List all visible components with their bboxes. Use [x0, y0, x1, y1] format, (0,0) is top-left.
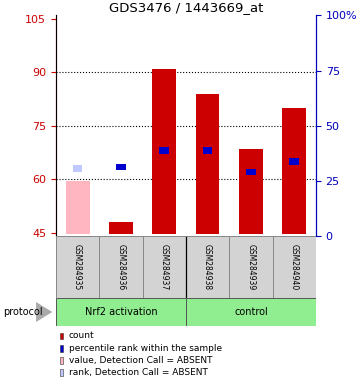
Bar [239, 149, 263, 234]
Bar [99, 236, 143, 298]
Text: count: count [69, 331, 94, 341]
Polygon shape [36, 302, 52, 322]
Bar [290, 158, 299, 165]
Text: value, Detection Call = ABSENT: value, Detection Call = ABSENT [69, 356, 212, 365]
Bar [160, 147, 169, 154]
Bar [273, 236, 316, 298]
Bar [196, 94, 219, 234]
Bar [186, 298, 316, 326]
Bar [56, 236, 99, 298]
Text: GSM284936: GSM284936 [117, 244, 125, 290]
Text: percentile rank within the sample: percentile rank within the sample [69, 344, 222, 353]
Title: GDS3476 / 1443669_at: GDS3476 / 1443669_at [109, 1, 263, 14]
Text: GSM284938: GSM284938 [203, 244, 212, 290]
Text: GSM284935: GSM284935 [73, 244, 82, 290]
Bar [66, 181, 90, 234]
Text: rank, Detection Call = ABSENT: rank, Detection Call = ABSENT [69, 368, 208, 377]
Text: GSM284940: GSM284940 [290, 244, 299, 290]
Text: control: control [234, 307, 268, 317]
Bar [282, 108, 306, 234]
Bar [116, 164, 126, 170]
Bar [56, 298, 186, 326]
Bar [73, 165, 82, 172]
Text: Nrf2 activation: Nrf2 activation [84, 307, 157, 317]
Bar [246, 169, 256, 175]
Bar [229, 236, 273, 298]
Text: protocol: protocol [4, 307, 43, 317]
Bar [203, 147, 212, 154]
Bar [186, 236, 229, 298]
Bar [109, 222, 133, 234]
Bar [152, 69, 176, 234]
Text: GSM284937: GSM284937 [160, 244, 169, 290]
Text: GSM284939: GSM284939 [247, 244, 255, 290]
Bar [143, 236, 186, 298]
